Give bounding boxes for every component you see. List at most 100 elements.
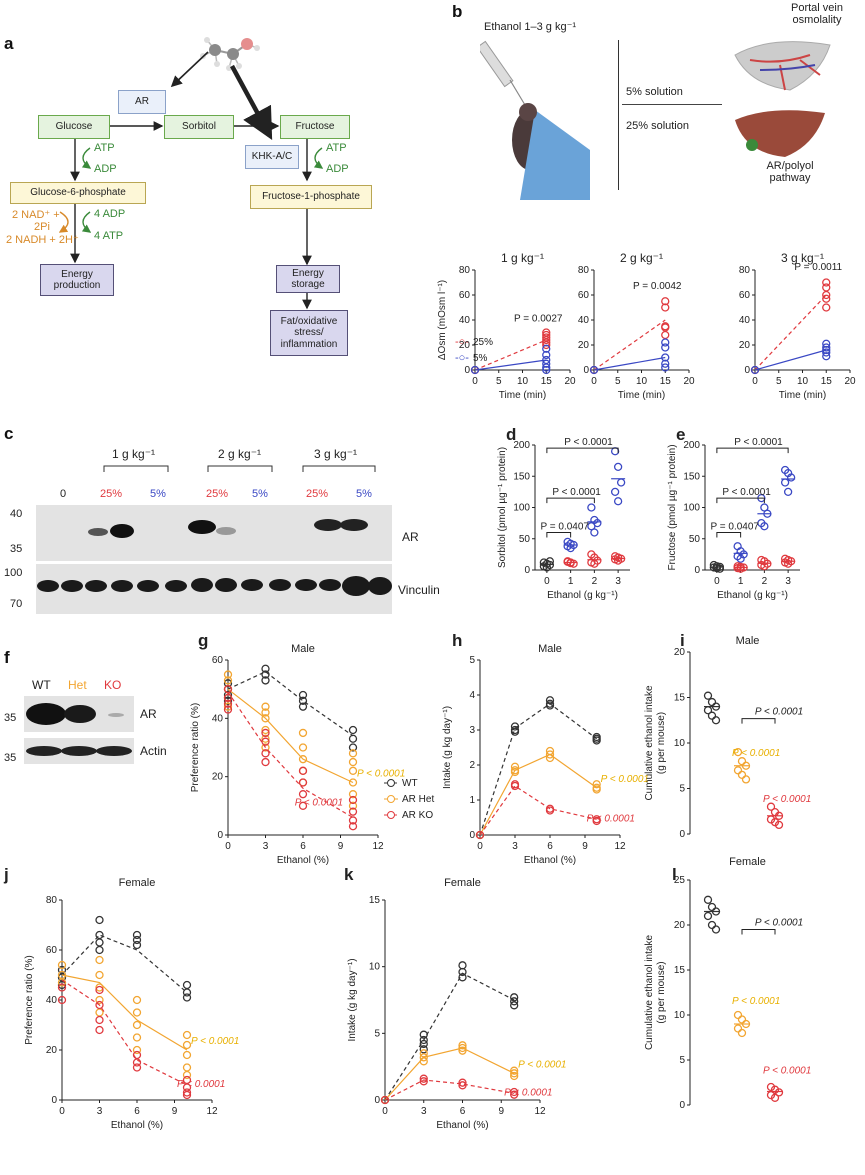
- data-point: [348, 822, 358, 831]
- legend-marker-25-icon: -○-: [455, 336, 469, 348]
- data-point: [182, 980, 192, 990]
- chart-g: [223, 659, 398, 838]
- x-tick-label: 0: [477, 841, 483, 852]
- y-axis-label: Sorbitol (pmol µg⁻¹ protein): [497, 447, 508, 568]
- x-tick-label: 0: [59, 1106, 65, 1117]
- data-point: [822, 290, 831, 300]
- y-tick-label: 60: [578, 290, 590, 301]
- series-line: [479, 703, 598, 836]
- data-point: [261, 702, 270, 711]
- data-point: [783, 559, 793, 568]
- series-line: [61, 974, 188, 1051]
- legend-label: AR Het: [402, 794, 434, 805]
- chart-b2: [589, 269, 690, 375]
- data-point: [822, 352, 831, 361]
- panel-letter-a: a: [4, 34, 14, 53]
- marker-100: 100: [4, 567, 23, 579]
- dose-label: Ethanol 1–3 g kg⁻¹: [484, 21, 577, 33]
- chart-b1: [470, 269, 571, 375]
- y-tick-label: 50: [519, 534, 531, 545]
- data-point: [261, 725, 270, 735]
- y-tick-label: 3: [469, 725, 475, 736]
- data-point: [132, 1008, 142, 1017]
- node-ar: AR: [118, 90, 166, 114]
- x-tick-label: 3: [263, 841, 269, 852]
- x-tick-label: 0: [752, 376, 758, 387]
- data-point: [348, 807, 358, 816]
- y-tick-label: 60: [459, 290, 471, 301]
- data-point: [592, 816, 601, 826]
- data-point: [766, 802, 776, 811]
- data-point: [182, 1063, 192, 1072]
- data-point: [419, 1045, 428, 1054]
- data-point: [510, 1090, 519, 1099]
- y-axis-label: Preference ratio (%): [24, 955, 35, 1044]
- node-g6p: Glucose-6-phosphate: [10, 182, 146, 204]
- panel-letter-i: i: [680, 631, 685, 650]
- data-point: [542, 340, 551, 350]
- data-point: [348, 816, 358, 825]
- data-point: [298, 790, 308, 799]
- chart-title: Female: [444, 877, 481, 889]
- data-point: [774, 820, 784, 830]
- data-point: [750, 365, 760, 375]
- data-point: [132, 1050, 142, 1060]
- x-tick-label: 9: [172, 1106, 178, 1117]
- x-tick-label: 0: [544, 576, 550, 587]
- y-tick-label: 80: [739, 265, 751, 276]
- data-point: [419, 1074, 428, 1083]
- x-tick-label: 2: [592, 576, 598, 587]
- node-fat-stress: Fat/oxidative stress/ inflammation: [270, 310, 348, 356]
- chart-i: [687, 651, 784, 835]
- data-point: [733, 1010, 743, 1020]
- significance-bracket: [741, 718, 776, 724]
- node-energy-storage: Energy storage: [276, 265, 340, 293]
- data-point: [613, 462, 623, 472]
- y-tick-label: 15: [674, 965, 686, 976]
- blot-vinculin: [36, 564, 392, 614]
- x-axis-label: Ethanol (%): [524, 855, 576, 866]
- x-tick-label: 5: [615, 376, 621, 387]
- data-point: [95, 1015, 104, 1025]
- y-axis-label: (g per mouse): [656, 961, 667, 1023]
- x-axis-label: Time (min): [618, 390, 665, 401]
- data-point: [736, 554, 745, 563]
- lane-wt: WT: [32, 678, 51, 692]
- data-point: [542, 363, 551, 372]
- chart-title: 1 g kg⁻¹: [501, 251, 544, 265]
- y-tick-label: 4: [469, 690, 475, 701]
- y-tick-label: 100: [683, 503, 700, 514]
- x-axis-label: Time (min): [499, 390, 546, 401]
- series-line: [384, 1079, 515, 1101]
- y-tick-label: 0: [583, 365, 589, 376]
- x-axis-label: Ethanol (%): [436, 1120, 488, 1131]
- y-tick-label: 40: [578, 315, 590, 326]
- data-point: [711, 716, 721, 725]
- data-point: [770, 1093, 780, 1102]
- data-point: [261, 757, 270, 767]
- data-point: [589, 365, 599, 375]
- data-point: [707, 697, 717, 707]
- y-tick-label: 60: [46, 945, 58, 956]
- data-point: [57, 960, 67, 970]
- data-point: [703, 911, 713, 921]
- data-point: [298, 690, 308, 700]
- data-point: [223, 702, 233, 711]
- data-point: [715, 564, 725, 573]
- data-point: [542, 350, 551, 360]
- data-point: [661, 363, 670, 372]
- p-value: P < 0.0001: [763, 794, 811, 805]
- panel-letter-k: k: [344, 865, 354, 884]
- band-label-ar: AR: [402, 530, 419, 544]
- p-value: P < 0.0001: [755, 918, 803, 929]
- panel-letter-c: c: [4, 424, 14, 443]
- panel-letter-f: f: [4, 648, 10, 667]
- solution-25-label: 25% solution: [626, 120, 689, 132]
- node-khk: KHK-A/C: [245, 145, 299, 169]
- significance-bracket: [546, 532, 572, 538]
- data-point: [510, 727, 520, 736]
- data-point: [822, 283, 831, 292]
- series-line: [479, 785, 597, 836]
- y-tick-label: 40: [739, 315, 751, 326]
- data-point: [95, 915, 104, 925]
